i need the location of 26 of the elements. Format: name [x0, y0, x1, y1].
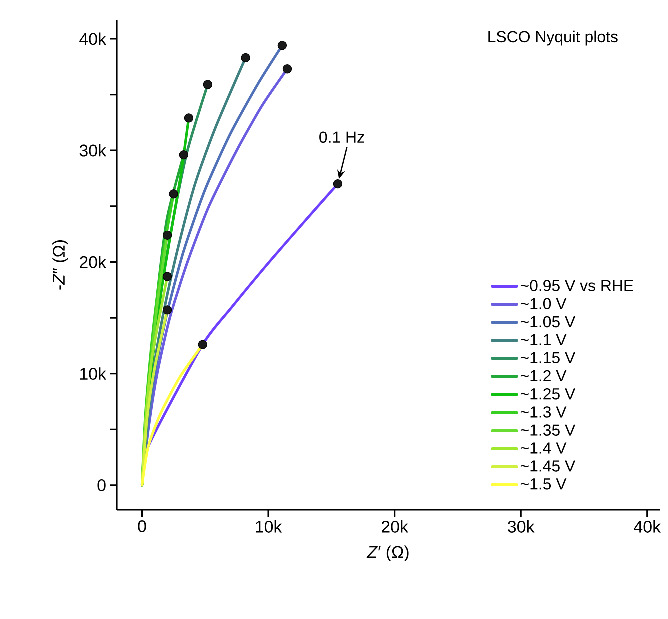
y-tick-label: 0 — [98, 479, 106, 492]
legend-label: ~1.35 V — [520, 424, 576, 436]
text: LSCO Nyquit plots — [488, 30, 618, 46]
annotation: 0.1 Hz — [320, 132, 364, 144]
x-tick-label: 0 — [138, 520, 146, 532]
y-axis-title: -Z″ (Ω) — [52, 240, 68, 290]
x-tick-label: 40k — [634, 520, 662, 533]
legend-label: ~1.15 V — [520, 352, 576, 364]
x-tick-label: 30k — [508, 520, 535, 533]
x-tick-label: 10k — [256, 520, 282, 533]
x-axis-title: Z′ (Ω) — [366, 546, 409, 562]
y-tick-label: 20k — [80, 256, 107, 268]
legend-label: ~1.4 V — [520, 442, 567, 454]
y-tick-label: 10k — [80, 368, 107, 380]
legend-label: ~1.1 V — [520, 334, 567, 346]
legend-label: ~1.45 V — [520, 460, 576, 472]
legend-label: ~1.0 V — [520, 298, 567, 310]
y-tick-label: 40k — [80, 32, 107, 46]
legend-label: ~1.25 V — [520, 388, 576, 400]
legend-label: ~1.2 V — [520, 370, 567, 382]
legend-label: ~1.3 V — [520, 406, 567, 418]
x-tick-label: 20k — [382, 520, 408, 533]
legend-label: ~1.5 V — [520, 478, 567, 490]
y-tick-label: 30k — [80, 144, 107, 157]
legend-label: ~0.95 V vs RHE — [520, 280, 634, 292]
legend-label: ~1.05 V — [520, 316, 576, 328]
